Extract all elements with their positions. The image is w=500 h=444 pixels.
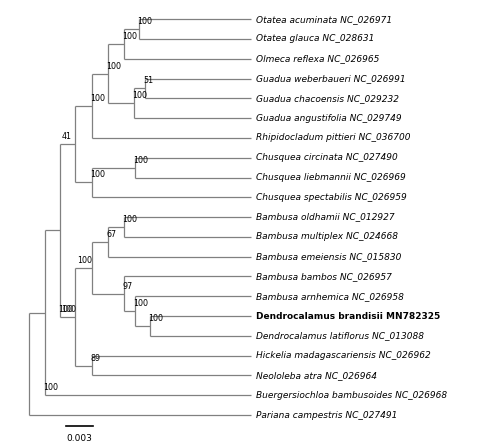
Text: Chusquea circinata NC_027490: Chusquea circinata NC_027490 — [256, 153, 398, 162]
Text: 97: 97 — [122, 282, 132, 291]
Text: 100: 100 — [90, 170, 106, 179]
Text: 100: 100 — [106, 62, 121, 71]
Text: 100: 100 — [90, 94, 106, 103]
Text: 100: 100 — [77, 256, 92, 265]
Text: 0.003: 0.003 — [66, 434, 92, 443]
Text: Guadua weberbaueri NC_026991: Guadua weberbaueri NC_026991 — [256, 74, 406, 83]
Text: Guadua chacoensis NC_029232: Guadua chacoensis NC_029232 — [256, 94, 399, 103]
Text: Chusquea spectabilis NC_026959: Chusquea spectabilis NC_026959 — [256, 193, 406, 202]
Text: 100: 100 — [134, 155, 148, 165]
Text: Dendrocalamus latiflorus NC_013088: Dendrocalamus latiflorus NC_013088 — [256, 331, 424, 341]
Text: Dendrocalamus brandisii MN782325: Dendrocalamus brandisii MN782325 — [256, 312, 440, 321]
Text: 100: 100 — [122, 215, 138, 224]
Text: 100: 100 — [132, 91, 148, 100]
Text: Bambusa arnhemica NC_026958: Bambusa arnhemica NC_026958 — [256, 292, 404, 301]
Text: Guadua angustifolia NC_029749: Guadua angustifolia NC_029749 — [256, 114, 402, 123]
Text: Hickelia madagascariensis NC_026962: Hickelia madagascariensis NC_026962 — [256, 351, 430, 360]
Text: Bambusa bambos NC_026957: Bambusa bambos NC_026957 — [256, 272, 392, 281]
Text: 100: 100 — [61, 305, 76, 313]
Text: 89: 89 — [90, 353, 101, 362]
Text: Otatea glauca NC_028631: Otatea glauca NC_028631 — [256, 35, 374, 44]
Text: 100: 100 — [148, 314, 163, 323]
Text: Chusquea liebmannii NC_026969: Chusquea liebmannii NC_026969 — [256, 173, 406, 182]
Text: Neololeba atra NC_026964: Neololeba atra NC_026964 — [256, 371, 377, 380]
Text: 100: 100 — [44, 383, 59, 392]
Text: Rhipidocladum pittieri NC_036700: Rhipidocladum pittieri NC_036700 — [256, 134, 410, 143]
Text: Bambusa oldhamii NC_012927: Bambusa oldhamii NC_012927 — [256, 213, 394, 222]
Text: 41: 41 — [61, 132, 71, 141]
Text: 100: 100 — [137, 17, 152, 26]
Text: Buergersiochloa bambusoides NC_026968: Buergersiochloa bambusoides NC_026968 — [256, 391, 447, 400]
Text: 100: 100 — [58, 305, 73, 313]
Text: Bambusa multiplex NC_024668: Bambusa multiplex NC_024668 — [256, 232, 398, 242]
Text: Pariana campestris NC_027491: Pariana campestris NC_027491 — [256, 411, 397, 420]
Text: Olmeca reflexa NC_026965: Olmeca reflexa NC_026965 — [256, 54, 379, 63]
Text: Otatea acuminata NC_026971: Otatea acuminata NC_026971 — [256, 15, 392, 24]
Text: 100: 100 — [134, 299, 148, 308]
Text: Bambusa emeiensis NC_015830: Bambusa emeiensis NC_015830 — [256, 252, 401, 261]
Text: 67: 67 — [106, 230, 116, 239]
Text: 51: 51 — [143, 76, 154, 85]
Text: 100: 100 — [122, 32, 138, 41]
